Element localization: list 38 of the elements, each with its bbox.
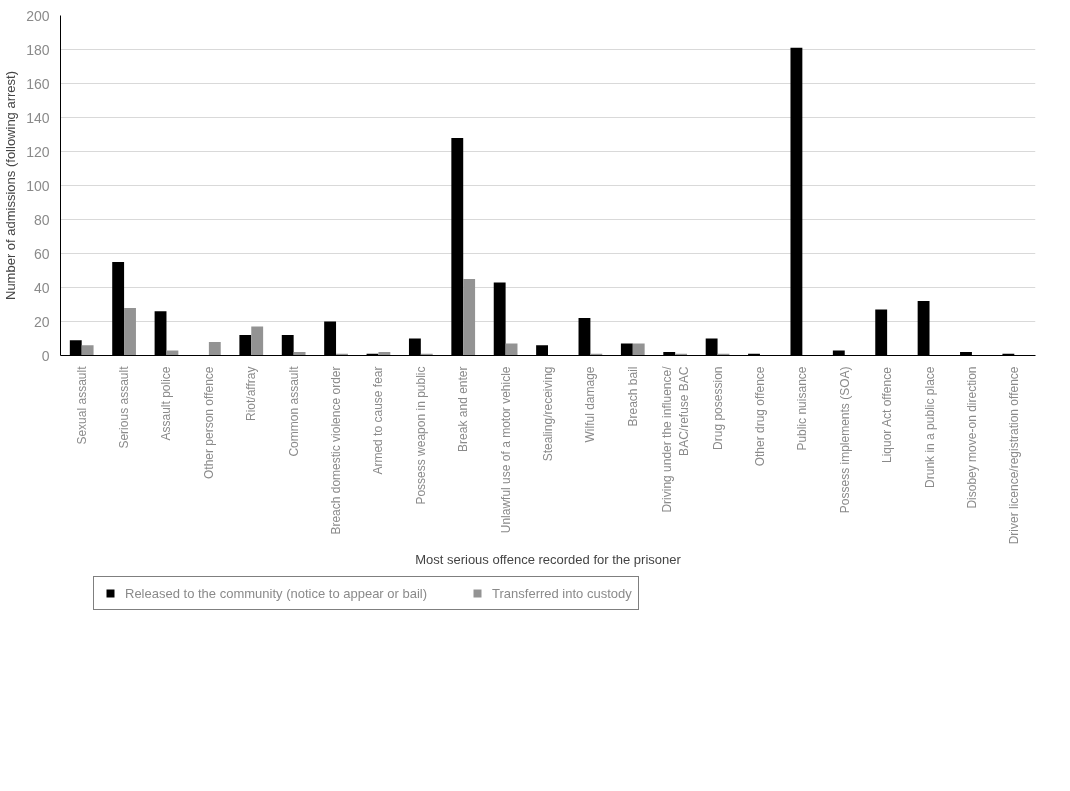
x-tick-label: Serious assault: [117, 365, 132, 449]
y-tick-label: 60: [33, 245, 50, 262]
x-tick-label: Unlawful use of a motor vehicle: [498, 366, 513, 534]
legend-label: Released to the community (notice to appear or bail): [125, 585, 428, 601]
y-axis-title: Number of admissions (following arrest): [3, 70, 19, 301]
x-tick-label: Stealing/receiving: [541, 366, 555, 462]
x-axis-title: Most serious offence recorded for the prisoner: [415, 552, 682, 568]
x-tick-label: Assault police: [159, 366, 174, 441]
x-tick-label: Possess weapon in public: [413, 366, 428, 505]
y-tick-label: 20: [33, 313, 50, 330]
x-tick-label: Drunk in a public place: [922, 366, 937, 488]
x-tick-label: Other person offence: [201, 366, 216, 480]
y-tick-label: 80: [33, 211, 50, 228]
x-tick-label: Driver licence/registration offence: [1007, 366, 1022, 545]
y-tick-label: 160: [26, 75, 50, 92]
y-tick-label: 180: [26, 41, 50, 58]
x-tick-label: Sexual assault: [74, 365, 89, 445]
legend-label: Transferred into custody: [492, 585, 632, 601]
x-tick-label: Driving under the influence/ BAC/refuse BAC: [659, 365, 691, 513]
y-tick-label: 120: [26, 143, 50, 160]
x-tick-label: Armed to cause fear: [371, 366, 386, 475]
x-tick-label: Other drug offence: [752, 366, 767, 467]
x-tick-label: Drug posession: [710, 366, 725, 450]
y-tick-label: 100: [26, 177, 50, 194]
x-tick-label: Breach domestic violence order: [329, 366, 344, 535]
x-tick-label: Liquor Act offence: [880, 366, 895, 464]
x-tick-label: Wilful damage: [583, 366, 598, 443]
x-tick-label: Possess implements (SOA): [837, 366, 852, 514]
x-tick-label: Riot/affray: [244, 366, 259, 421]
x-tick-label: Break and enter: [456, 366, 471, 452]
x-tick-label: Breach bail: [625, 366, 640, 427]
y-tick-label: 40: [33, 279, 50, 296]
x-tick-label: Public nuisance: [795, 366, 810, 451]
y-tick-label: 0: [41, 347, 50, 364]
y-tick-label: 140: [26, 109, 50, 126]
x-tick-label: Common assault: [286, 365, 301, 457]
y-tick-label: 200: [26, 7, 50, 24]
x-tick-label: Disobey move-on direction: [964, 366, 979, 509]
